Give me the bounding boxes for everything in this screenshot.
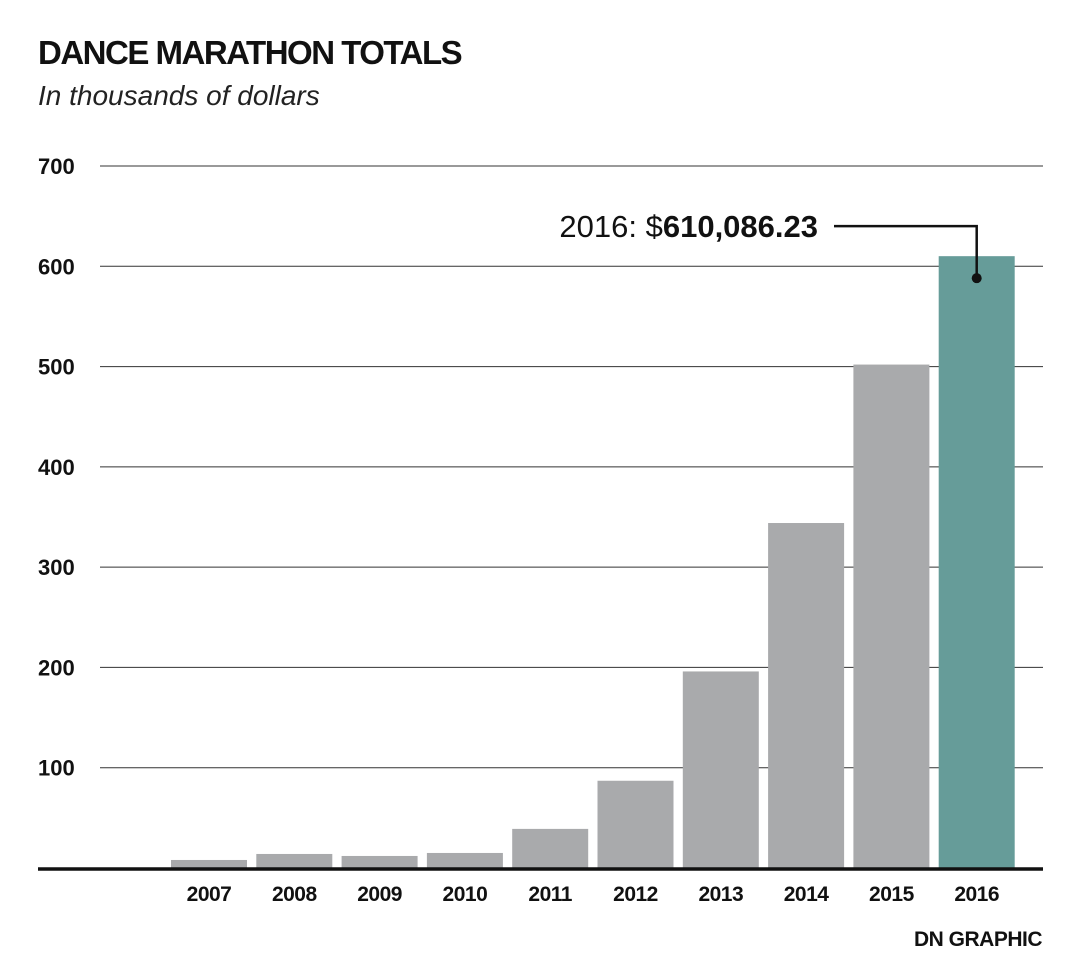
graphic-credit: DN GRAPHIC xyxy=(913,928,1043,951)
y-tick-label-400: 400 xyxy=(38,455,75,480)
chart-title: DANCE MARATHON TOTALS xyxy=(38,34,463,71)
annotation-prefix: 2016: $ xyxy=(559,209,662,244)
x-tick-label-2013: 2013 xyxy=(698,883,743,906)
bars xyxy=(171,256,1015,868)
x-tick-label-2010: 2010 xyxy=(443,883,488,906)
x-tick-label-2009: 2009 xyxy=(357,883,402,906)
y-axis-ticks: 100 200 300 400 500 600 700 xyxy=(38,154,75,781)
y-tick-label-300: 300 xyxy=(38,555,75,580)
x-tick-label-2016: 2016 xyxy=(954,883,999,906)
bar-2014 xyxy=(768,523,845,868)
x-tick-label-2008: 2008 xyxy=(272,883,318,906)
chart-subtitle: In thousands of dollars xyxy=(38,80,320,111)
x-tick-label-2012: 2012 xyxy=(613,883,658,906)
bar-2012 xyxy=(597,780,674,868)
y-tick-label-700: 700 xyxy=(38,154,75,179)
bar-2008 xyxy=(256,853,333,868)
x-axis-labels: 2007 2008 2009 2010 2011 2012 2013 2014 2015 2016 xyxy=(187,883,1000,906)
x-tick-label-2014: 2014 xyxy=(784,883,830,906)
y-tick-label-500: 500 xyxy=(38,355,75,380)
x-tick-label-2011: 2011 xyxy=(528,883,572,906)
bar-2016 xyxy=(938,256,1015,868)
annotation-leader-line xyxy=(834,224,978,279)
bar-2007 xyxy=(171,859,247,868)
y-tick-label-200: 200 xyxy=(38,655,75,680)
bar-2015 xyxy=(853,364,930,868)
annotation: 2016: $610,086.23 xyxy=(559,209,982,284)
bar-2010 xyxy=(426,852,503,868)
x-tick-label-2007: 2007 xyxy=(187,883,232,906)
bar-2013 xyxy=(682,671,759,868)
y-tick-label-600: 600 xyxy=(38,254,75,279)
bar-2009 xyxy=(341,855,418,868)
y-tick-label-100: 100 xyxy=(38,756,75,781)
annotation-dot xyxy=(971,273,982,284)
bar-2011 xyxy=(512,828,589,868)
annotation-label: 2016: $610,086.23 xyxy=(559,209,818,244)
x-tick-label-2015: 2015 xyxy=(869,883,915,906)
annotation-value: 610,086.23 xyxy=(663,209,818,244)
